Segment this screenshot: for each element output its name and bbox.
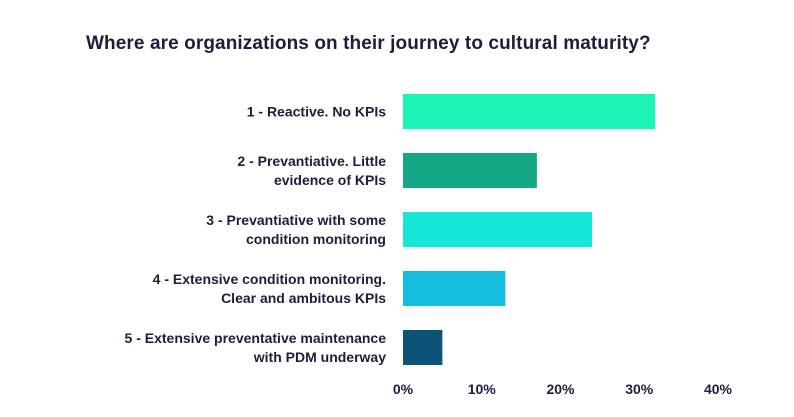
category-label-5-line-1: 5 - Extensive preventative maintenance: [125, 330, 387, 346]
category-label-4-line-1: 4 - Extensive condition monitoring.: [153, 271, 386, 287]
chart-title: Where are organizations on their journey…: [86, 33, 651, 54]
category-label-3-line-2: condition monitoring: [246, 231, 386, 247]
x-tick-label-40: 40%: [704, 381, 733, 397]
bar-3: [403, 212, 592, 247]
x-tick-label-0: 0%: [393, 381, 414, 397]
category-label-5-line-2: with PDM underway: [253, 349, 386, 365]
x-tick-label-10: 10%: [468, 381, 497, 397]
bar-1: [403, 94, 655, 129]
category-label-2-line-2: evidence of KPIs: [274, 172, 386, 188]
x-tick-label-30: 30%: [625, 381, 654, 397]
x-tick-label-20: 20%: [546, 381, 575, 397]
bar-2: [403, 153, 537, 188]
bar-5: [403, 330, 443, 365]
category-label-1: 1 - Reactive. No KPIs: [247, 104, 386, 120]
category-label-3-line-1: 3 - Prevantiative with some: [206, 212, 386, 228]
category-label-4-line-2: Clear and ambitous KPIs: [221, 290, 386, 306]
bar-4: [403, 271, 506, 306]
category-label-2-line-1: 2 - Prevantiative. Little: [237, 153, 386, 169]
